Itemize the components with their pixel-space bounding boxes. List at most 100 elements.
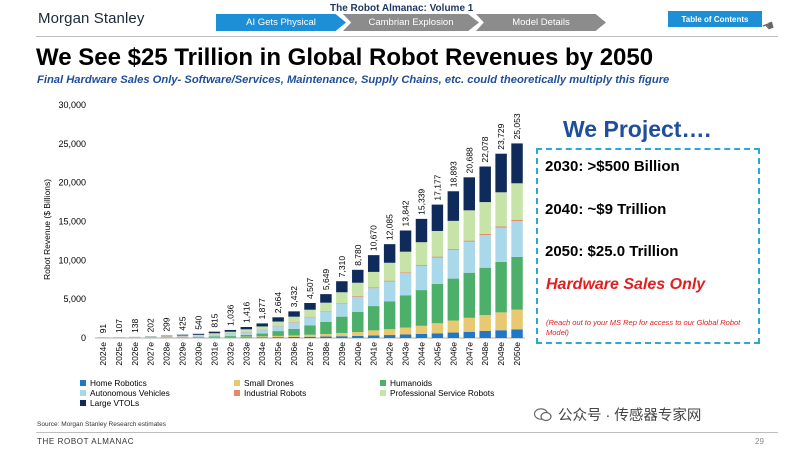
bar-segment-professional-service-robots — [399, 251, 412, 273]
nav-tab-model-details[interactable]: Model Details — [476, 14, 606, 31]
bar-segment-large-vtols — [383, 244, 396, 263]
legend-label: Large VTOLs — [90, 398, 140, 408]
bar-segment-home-robotics — [224, 337, 237, 338]
bar-segment-large-vtols — [256, 323, 268, 327]
bar-segment-professional-service-robots — [511, 183, 523, 220]
bar-segment-autonomous-vehicles — [272, 326, 284, 332]
bar-segment-industrial-robots — [415, 265, 428, 267]
bar-segment-professional-service-robots — [431, 230, 444, 257]
bar-segment-home-robotics — [336, 336, 348, 338]
bar-segment-small-drones — [352, 332, 364, 336]
bar-total-label: 1,416 — [241, 301, 251, 323]
bar-segment-autonomous-vehicles — [176, 336, 189, 338]
bar-total-label: 425 — [178, 316, 188, 330]
legend-label: Small Drones — [244, 378, 294, 388]
bar-segment-professional-service-robots — [272, 321, 284, 326]
bar-segment-autonomous-vehicles — [336, 303, 348, 317]
bar-segment-industrial-robots — [336, 303, 348, 304]
bar-segment-humanoids — [336, 316, 348, 333]
legend-swatch — [80, 390, 86, 396]
bar-segment-humanoids — [224, 335, 237, 337]
bar-segment-humanoids — [240, 334, 253, 337]
x-tick-label: 2030e — [194, 342, 204, 366]
bar-segment-small-drones — [495, 312, 507, 331]
y-tick-label: 0 — [81, 333, 86, 343]
bar-segment-humanoids — [399, 295, 412, 328]
bar-segment-large-vtols — [304, 302, 316, 310]
bar-total-label: 17,177 — [432, 174, 442, 200]
nav-tab-cambrian-explosion[interactable]: Cambrian Explosion — [343, 14, 479, 31]
bar-segment-home-robotics — [304, 336, 316, 338]
bar-segment-humanoids — [415, 290, 428, 326]
bar-segment-home-robotics — [463, 331, 475, 338]
x-tick-label: 2038e — [321, 342, 331, 366]
bar-segment-autonomous-vehicles — [463, 241, 475, 273]
bar-segment-industrial-robots — [463, 240, 475, 242]
bar-segment-small-drones — [240, 336, 253, 338]
bar-total-label: 7,310 — [337, 256, 347, 278]
bar-segment-professional-service-robots — [495, 192, 507, 227]
legend-swatch — [80, 380, 86, 386]
bar-segment-humanoids — [511, 256, 523, 310]
bar-segment-small-drones — [272, 335, 284, 338]
footer-divider — [36, 432, 778, 433]
bar-total-label: 202 — [146, 318, 156, 332]
bar-segment-small-drones — [415, 325, 428, 334]
projection-box — [536, 148, 760, 344]
bar-segment-industrial-robots — [511, 219, 523, 222]
bar-segment-professional-service-robots — [256, 326, 268, 330]
bar-total-label: 22,078 — [480, 136, 490, 162]
bar-segment-large-vtols — [479, 166, 491, 203]
table-of-contents-button[interactable]: Table of Contents — [668, 11, 762, 27]
bar-segment-professional-service-robots — [288, 316, 300, 323]
bar-segment-humanoids — [256, 333, 268, 337]
x-tick-label: 2045e — [432, 342, 442, 366]
bar-total-label: 10,670 — [369, 225, 379, 251]
bar-segment-industrial-robots — [320, 311, 332, 312]
bar-total-label: 91 — [98, 324, 108, 334]
x-tick-label: 2043e — [401, 342, 411, 366]
bar-segment-large-vtols — [367, 255, 380, 272]
bar-segment-professional-service-robots — [176, 335, 189, 337]
x-tick-label: 2026e — [130, 342, 140, 366]
bar-segment-autonomous-vehicles — [367, 288, 380, 307]
bar-total-label: 107 — [114, 319, 124, 333]
nav-tab-ai-gets-physical[interactable]: AI Gets Physical — [216, 14, 346, 31]
bar-segment-professional-service-robots — [479, 202, 491, 234]
legend-item-small-drones: Small Drones — [234, 378, 294, 388]
legend-item-large-vtols: Large VTOLs — [80, 398, 139, 408]
bar-segment-autonomous-vehicles — [224, 334, 237, 336]
hardware-sales-note: Hardware Sales Only — [546, 276, 706, 293]
bar-segment-home-robotics — [288, 336, 300, 338]
bar-segment-humanoids — [320, 322, 332, 335]
page-title: We See $25 Trillion in Global Robot Reve… — [36, 44, 654, 71]
bar-segment-humanoids — [463, 272, 475, 318]
bar-segment-autonomous-vehicles — [208, 335, 221, 337]
x-tick-label: 2044e — [416, 342, 426, 366]
bar-total-label: 299 — [162, 317, 172, 331]
bar-segment-autonomous-vehicles — [256, 330, 268, 334]
bar-segment-autonomous-vehicles — [431, 257, 444, 284]
bar-segment-large-vtols — [447, 191, 460, 221]
bar-segment-industrial-robots — [383, 280, 396, 282]
x-tick-label: 2040e — [353, 342, 363, 366]
x-tick-label: 2025e — [114, 342, 124, 366]
bar-segment-home-robotics — [240, 337, 253, 338]
bar-segment-home-robotics — [367, 335, 380, 338]
bar-segment-autonomous-vehicles — [288, 322, 300, 329]
bar-segment-autonomous-vehicles — [192, 336, 205, 338]
bar-segment-autonomous-vehicles — [479, 235, 491, 268]
legend-item-home-robotics: Home Robotics — [80, 378, 147, 388]
bar-segment-small-drones — [256, 336, 268, 338]
x-tick-label: 2039e — [337, 342, 347, 366]
wechat-watermark: 公众号 · 传感器专家网 — [533, 404, 701, 425]
x-tick-label: 2031e — [209, 342, 219, 366]
bar-segment-autonomous-vehicles — [320, 311, 332, 323]
bar-segment-large-vtols — [463, 177, 475, 211]
bar-segment-professional-service-robots — [320, 302, 332, 312]
legend-swatch — [380, 380, 386, 386]
footer-title: THE ROBOT ALMANAC — [37, 437, 135, 446]
bar-segment-professional-service-robots — [208, 333, 221, 335]
legend-label: Autonomous Vehicles — [90, 388, 170, 398]
